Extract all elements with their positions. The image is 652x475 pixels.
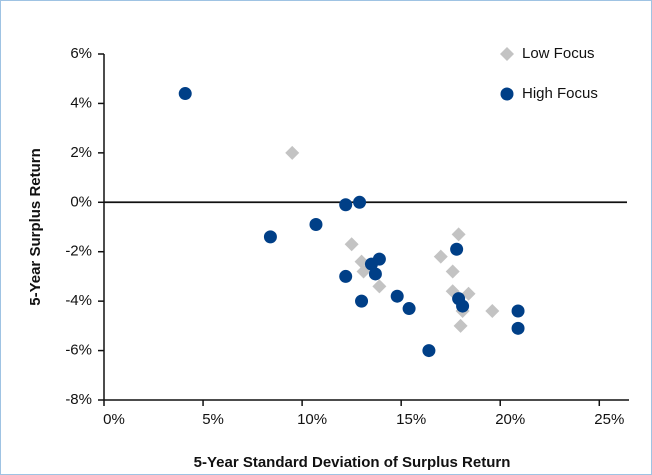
x-axis-title: 5-Year Standard Deviation of Surplus Ret…	[194, 454, 511, 471]
point	[263, 230, 277, 244]
point	[309, 218, 323, 232]
point	[344, 237, 359, 252]
legend-label: High Focus	[522, 85, 598, 102]
y-tick-label: 2%	[70, 144, 92, 161]
legend-marker	[500, 47, 514, 61]
x-tick-label: 20%	[495, 411, 525, 428]
point	[372, 279, 387, 294]
point	[339, 269, 353, 283]
x-tick-label: 25%	[594, 411, 624, 428]
y-tick-label: -4%	[65, 292, 92, 309]
point	[422, 344, 436, 358]
y-tick-label: -8%	[65, 391, 92, 408]
point	[485, 304, 500, 319]
y-tick-label: 6%	[70, 45, 92, 62]
x-tick-label: 10%	[297, 411, 327, 428]
point	[511, 304, 525, 318]
point	[355, 294, 369, 308]
point	[445, 264, 460, 279]
x-tick-label: 15%	[396, 411, 426, 428]
point	[353, 195, 367, 209]
point	[368, 267, 382, 281]
point	[453, 318, 468, 333]
y-tick-label: -6%	[65, 342, 92, 359]
point	[461, 286, 476, 301]
point	[511, 321, 525, 335]
x-tick-label: 0%	[103, 411, 125, 428]
y-tick-label: 4%	[70, 94, 92, 111]
point	[372, 252, 386, 266]
point	[433, 249, 448, 264]
y-axis-title: 5-Year Surplus Return	[27, 148, 44, 306]
y-tick-label: 0%	[70, 193, 92, 210]
point	[402, 302, 416, 316]
legend-marker	[500, 87, 514, 101]
y-tick-label: -2%	[65, 243, 92, 260]
point	[178, 87, 192, 101]
point	[339, 198, 353, 212]
legend-label: Low Focus	[522, 45, 595, 62]
point	[451, 227, 466, 242]
point	[285, 145, 300, 160]
x-tick-label: 5%	[202, 411, 224, 428]
point	[450, 242, 464, 256]
point	[456, 299, 470, 313]
point	[390, 289, 404, 303]
